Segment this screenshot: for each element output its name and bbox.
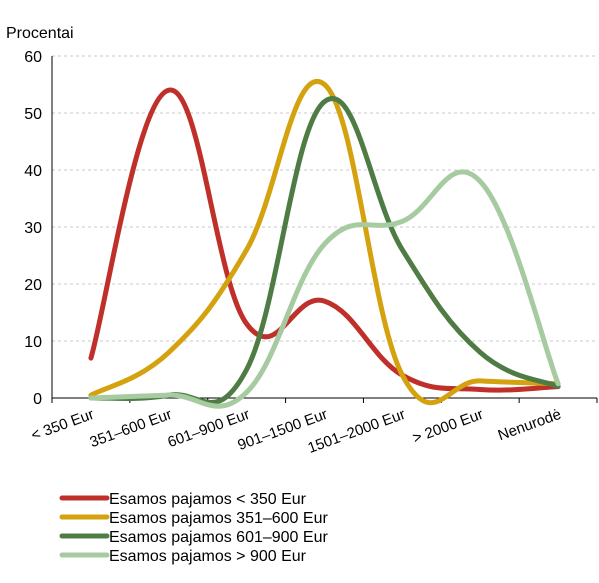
legend-label: Esamos pajamos > 900 Eur <box>109 548 307 565</box>
x-tick-label: < 350 Eur <box>29 406 96 444</box>
legend: Esamos pajamos < 350 Eur Esamos pajamos 3… <box>59 491 328 565</box>
y-tick-label: 0 <box>33 391 42 408</box>
y-tick-label: 60 <box>24 49 42 66</box>
legend-label: Esamos pajamos 601–900 Eur <box>109 529 328 546</box>
legend-label: Esamos pajamos < 350 Eur <box>109 491 307 508</box>
legend-label: Esamos pajamos 351–600 Eur <box>109 510 328 527</box>
y-tick-label: 20 <box>24 277 42 294</box>
y-tick-label: 10 <box>24 334 42 351</box>
y-tick-label: 50 <box>24 106 42 123</box>
series-line <box>88 79 561 406</box>
x-tick-label: 351–600 Eur <box>88 406 175 451</box>
x-tick-label: Nenurodė <box>496 406 564 445</box>
series-line <box>88 169 561 409</box>
series-line <box>88 87 561 393</box>
y-tick-label: 40 <box>24 163 42 180</box>
y-axis-title: Procentai <box>6 25 74 42</box>
x-tick-label: > 2000 Eur <box>410 406 485 447</box>
axes <box>51 56 598 403</box>
gridlines <box>52 55 597 342</box>
y-tick-labels: 0 10 20 30 40 50 60 <box>24 49 42 408</box>
y-tick-label: 30 <box>24 220 42 237</box>
series-lines <box>88 79 561 409</box>
